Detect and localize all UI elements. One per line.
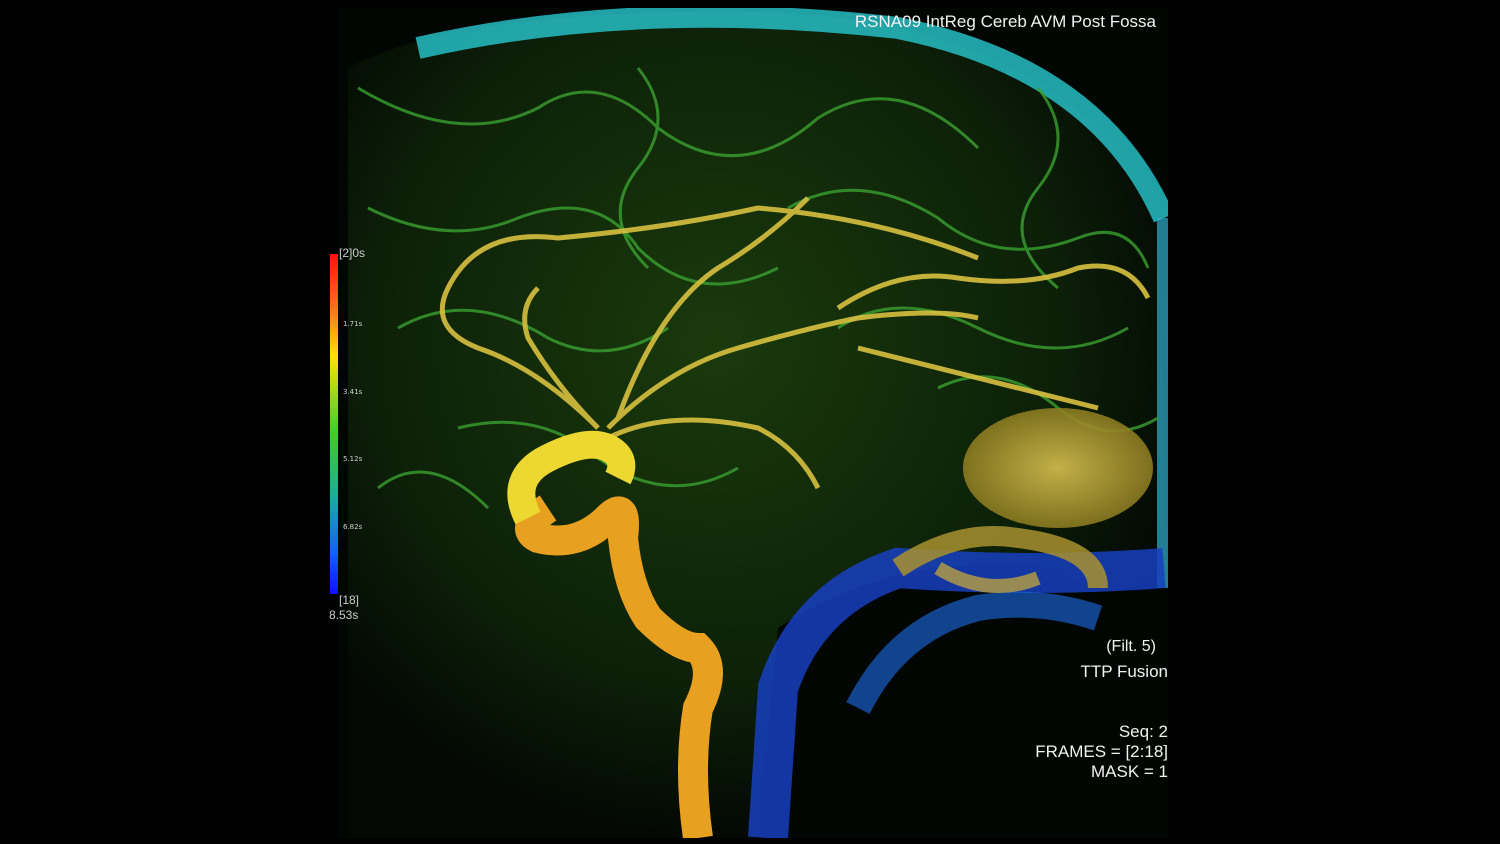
frames-label: FRAMES = [2:18] (1035, 742, 1168, 761)
scale-tick: 3.41s (343, 388, 363, 396)
seq-label: Seq: 2 (1118, 722, 1168, 741)
scale-tick: 6.82s (343, 523, 363, 531)
color-scale-bar (330, 254, 338, 594)
mask-label: MASK = 1 (1090, 762, 1168, 781)
angiogram-image (348, 8, 1168, 838)
sequence-info: Seq: 2 FRAMES = [2:18] MASK = 1 (1035, 722, 1168, 782)
scale-top-label: [2] (339, 246, 353, 260)
angiogram-viewport[interactable]: RSNA09 IntReg Cereb AVM Post Fossa (Filt… (338, 8, 1168, 838)
color-scale-top: [2]0s (339, 246, 365, 260)
series-title: RSNA09 IntReg Cereb AVM Post Fossa (854, 12, 1156, 31)
scale-top-unit: 0s (352, 246, 366, 260)
filter-label: (Filt. 5) (1106, 638, 1156, 655)
scale-tick: 5.12s (343, 455, 363, 463)
scale-tick: 1.71s (343, 320, 363, 328)
scale-bottom-value: 8.53s (329, 608, 359, 622)
mode-label: TTP Fusion (1080, 662, 1168, 681)
scale-bottom-label: [18] (339, 593, 360, 607)
